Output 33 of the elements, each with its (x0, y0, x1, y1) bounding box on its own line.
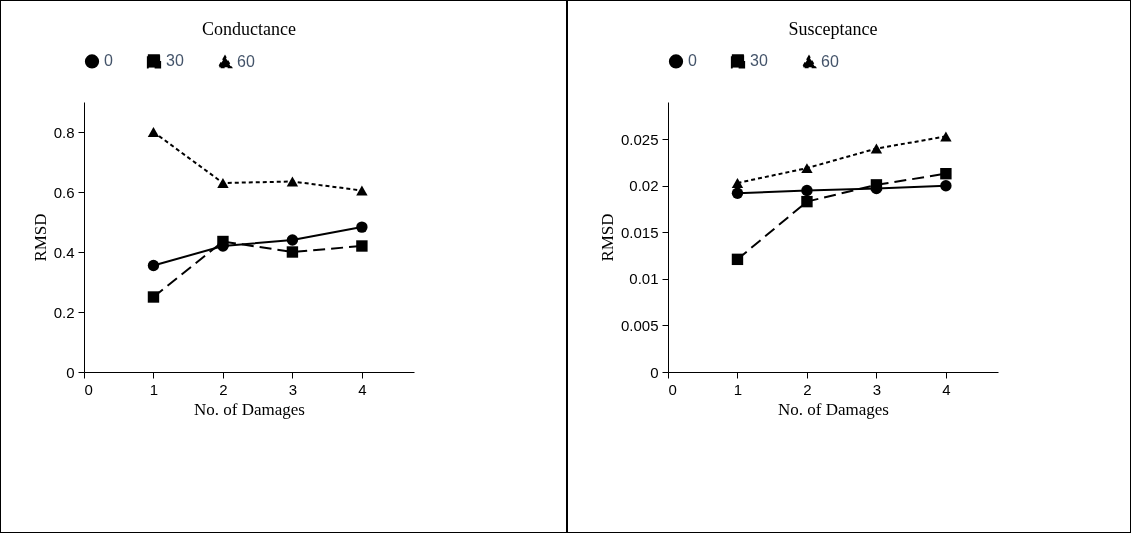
x-tick-label: 3 (288, 380, 298, 398)
legend-label: 30 (749, 52, 768, 70)
legend-label: 60 (237, 52, 255, 70)
x-tick-label: 4 (358, 380, 367, 398)
x-tick-label: 2 (802, 380, 812, 398)
legend-label: 0 (687, 52, 697, 70)
chart-title: Conductance (202, 19, 296, 39)
x-tick-label: 3 (872, 380, 881, 398)
x-tick-label: 0 (668, 380, 677, 398)
y-tick-label: 0.005 (620, 316, 658, 334)
legend-label: 30 (166, 52, 184, 70)
y-tick-label: 0.4 (53, 243, 75, 261)
chart-title: Susceptance (788, 19, 877, 39)
x-axis-title: No. of Damages (777, 399, 889, 419)
y-tick-label: 0.6 (53, 183, 75, 201)
x-tick-label: 1 (149, 380, 159, 398)
y-tick-label: 0.02 (628, 177, 658, 195)
legend-label: 0 (104, 52, 113, 70)
legend-label: 60 (820, 52, 839, 70)
y-tick-label: 0.01 (628, 270, 658, 288)
y-tick-label: 0 (66, 363, 75, 381)
y-tick-label: 0.015 (620, 223, 658, 241)
y-tick-label: 0 (649, 363, 658, 381)
y-axis-title: RMSD (30, 213, 50, 262)
x-tick-label: 4 (941, 380, 951, 398)
y-tick-label: 0.8 (53, 123, 75, 141)
x-axis-title: No. of Damages (194, 399, 305, 419)
y-tick-label: 0.2 (53, 303, 75, 321)
x-tick-label: 0 (84, 380, 93, 398)
x-tick-label: 2 (219, 380, 228, 398)
x-tick-label: 1 (733, 380, 742, 398)
y-tick-label: 0.025 (620, 130, 658, 148)
y-axis-title: RMSD (597, 213, 617, 262)
